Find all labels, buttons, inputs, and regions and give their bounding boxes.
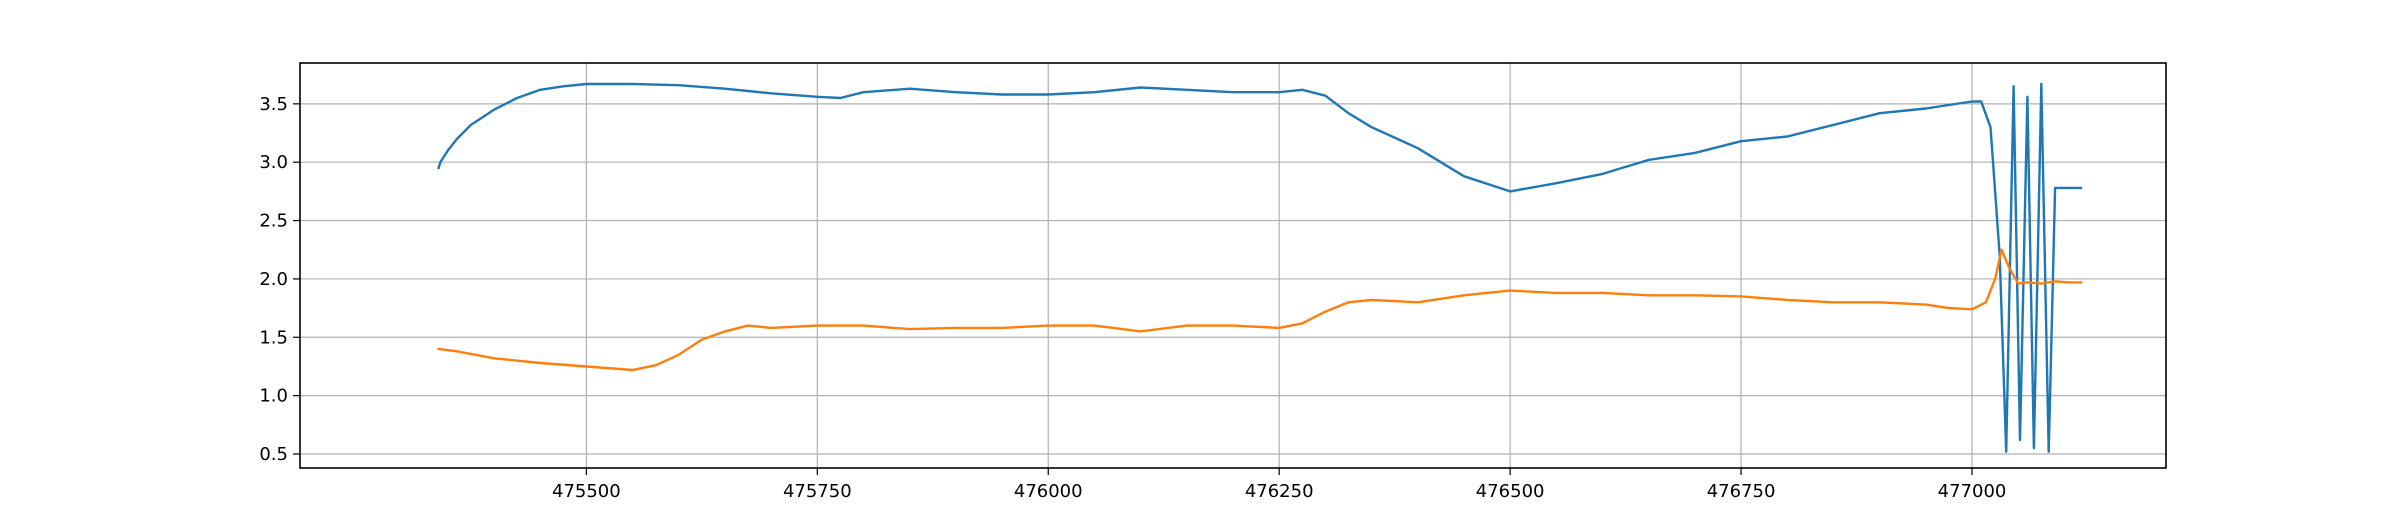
x-tick-label: 476500	[1476, 481, 1545, 502]
y-tick-label: 0.5	[259, 444, 288, 465]
plot-frame	[299, 62, 2167, 469]
x-tick-label: 475750	[783, 481, 852, 502]
ticks: 475500 475750 476000 476250 476500 476750 4770…	[259, 94, 2006, 502]
series-line-1	[437, 82, 2083, 453]
x-tick-label: 476250	[1245, 481, 1314, 502]
series-line-2	[437, 248, 2083, 372]
y-tick-label: 2.5	[259, 211, 288, 232]
grid	[300, 63, 2166, 468]
series-layer	[437, 82, 2083, 453]
x-tick-label: 476750	[1707, 481, 1776, 502]
y-tick-label: 3.0	[259, 152, 288, 173]
x-tick-label: 476000	[1014, 481, 1083, 502]
y-tick-label: 3.5	[259, 94, 288, 115]
x-tick-label: 477000	[1938, 481, 2007, 502]
y-tick-label: 1.0	[259, 386, 288, 407]
y-tick-label: 1.5	[259, 327, 288, 348]
y-tick-label: 2.0	[259, 269, 288, 290]
x-tick-label: 475500	[552, 481, 621, 502]
